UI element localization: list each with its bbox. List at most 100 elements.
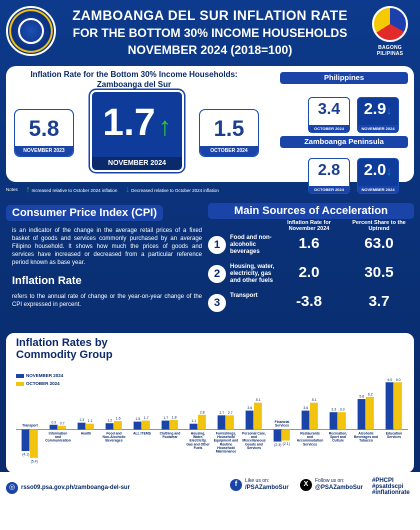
main-sources-section: Main Sources of Acceleration Inflation R… xyxy=(208,203,414,312)
bar-nov xyxy=(77,422,86,430)
headline-label: Inflation Rate for the Bottom 30% Income… xyxy=(30,70,238,89)
hashtag: #PHCPI xyxy=(372,478,394,484)
source-row: 1 Food and non-alcoholic beverages 1.6 6… xyxy=(208,233,414,257)
category-label: Financial Services xyxy=(275,420,290,428)
data-label: 1.1 xyxy=(191,419,196,423)
source-share: 30.5 xyxy=(364,264,394,281)
bar-oct xyxy=(30,429,38,458)
hashtag: #psatdscpi xyxy=(372,484,404,490)
category-label: Education Services xyxy=(386,432,402,440)
category-label: Food and Non-Alcoholic Beverages xyxy=(103,432,126,443)
source-label: Transport xyxy=(230,293,258,299)
category-label: Alcoholic Beverages and Tobacco xyxy=(354,432,378,443)
ir-heading: Inflation Rate xyxy=(12,275,82,287)
source-rank: 1 xyxy=(208,236,226,254)
facebook-handle: /PSAZamboSur xyxy=(245,485,289,491)
data-label: 1.2 xyxy=(107,419,112,423)
footer: ◎ rsso09.psa.gov.ph/zamboanga-del-sur f … xyxy=(0,472,420,530)
bar-oct xyxy=(226,415,234,430)
category-label: Information and Communication xyxy=(45,432,71,443)
bar-nov xyxy=(329,412,338,430)
category-label: Furnishings, Household Equipment and Routin… xyxy=(214,432,239,454)
chart-title: Inflation Rates by Commodity Group xyxy=(16,337,113,361)
bar-nov xyxy=(161,420,170,430)
data-label: 3.6 xyxy=(247,406,252,410)
oct2024-box: 1.5 OCTOBER 2024 xyxy=(199,109,259,157)
website-text: rsso09.psa.gov.ph/zamboanga-del-sur xyxy=(21,485,130,491)
data-label: 0.9 xyxy=(51,420,56,424)
page-subtitle: FOR THE BOTTOM 30% INCOME HOUSEHOLDS xyxy=(72,26,348,40)
data-label: 6.2 xyxy=(368,392,373,396)
bar-oct xyxy=(366,396,374,430)
source-rank: 3 xyxy=(208,294,226,312)
bar-oct xyxy=(198,414,206,430)
facebook-link[interactable]: f Like us on:/PSAZamboSur xyxy=(230,478,289,491)
data-label: 3.6 xyxy=(303,406,308,410)
chart-panel: Inflation Rates by Commodity Group NOVEM… xyxy=(6,333,414,473)
bp-logo-text: BAGONG PILIPINAS xyxy=(376,45,404,57)
bar-oct xyxy=(142,420,150,430)
oct2024-value: 1.5 xyxy=(213,116,245,141)
oct2024-caption: OCTOBER 2024 xyxy=(200,146,258,156)
zp-oct-value: 2.8 xyxy=(317,162,341,179)
nov2023-value: 5.8 xyxy=(28,116,60,141)
data-label: 2.7 xyxy=(219,411,224,415)
data-label: 1.6 xyxy=(116,417,121,421)
psa-logo xyxy=(6,6,56,56)
bar-nov xyxy=(133,421,142,430)
ph-oct-value: 3.4 xyxy=(317,101,341,118)
x-label: Follow us on: xyxy=(315,478,345,484)
data-label: 9.0 xyxy=(387,378,392,382)
bar-oct xyxy=(338,412,346,430)
bar-nov xyxy=(105,423,114,430)
data-label: 3.3 xyxy=(331,408,336,412)
page-period: NOVEMBER 2024 (2018=100) xyxy=(127,43,293,57)
source-row: 3 Transport -3.8 3.7 xyxy=(208,291,414,315)
notes-decrease: Decreased relative to October 2024 infla… xyxy=(131,188,219,193)
bar-nov xyxy=(189,423,198,430)
source-share: 63.0 xyxy=(364,235,394,252)
data-label: (5.4) xyxy=(31,459,38,463)
data-label: (4.1) xyxy=(22,453,29,457)
arrow-down-icon: ↓ xyxy=(125,184,130,194)
category-label: Recreation, Sport and Culture xyxy=(329,432,348,443)
bar-oct xyxy=(170,420,178,430)
ph-oct-box: 3.4 OCTOBER 2024 xyxy=(308,97,350,133)
peninsula-label: Zamboanga Peninsula xyxy=(280,136,408,148)
nov2023-box: 5.8 NOVEMBER 2023 xyxy=(14,109,74,157)
x-link[interactable]: X Follow us on: @PSAZamboSur xyxy=(300,478,363,491)
data-label: 2.8 xyxy=(200,410,205,414)
data-label: 3.3 xyxy=(340,408,345,412)
x-handle: @PSAZamboSur xyxy=(315,485,363,491)
data-label: 5.1 xyxy=(312,398,317,402)
data-label: 0.7 xyxy=(60,421,65,425)
ph-nov-value: 2.9 xyxy=(363,101,387,118)
source-share: 3.7 xyxy=(368,293,390,310)
notes-increase: Increased relative to October 2024 infla… xyxy=(31,188,118,193)
data-label: 1.3 xyxy=(79,418,84,422)
facebook-icon: f xyxy=(230,478,242,491)
commodity-chart: (4.1)(5.4) Transport 0.9 0.7 Information and C… xyxy=(16,378,408,463)
ph-oct-caption: OCTOBER 2024 xyxy=(309,125,349,132)
data-label: 9.0 xyxy=(396,378,401,382)
nov2024-caption: NOVEMBER 2024 xyxy=(92,157,182,170)
facebook-label: Like us on: xyxy=(245,478,270,484)
source-rate: 1.6 xyxy=(298,235,320,252)
sources-col-rate: Inflation Rate for November 2024 xyxy=(287,220,331,232)
bar-nov xyxy=(49,424,58,430)
arrow-down-icon: ↓ xyxy=(386,164,393,178)
zp-nov-caption: NOVEMBER 2024 xyxy=(358,186,398,193)
hashtag: #inflationrate xyxy=(372,490,410,496)
nov2024-value: 1.7 xyxy=(102,102,156,144)
bar-oct xyxy=(114,421,122,430)
category-label: ALL ITEMS xyxy=(133,432,152,436)
data-label: 5.8 xyxy=(359,395,364,399)
chart-legend: NOVEMBER 2024 OCTOBER 2024 xyxy=(16,373,63,386)
data-label: 1.8 xyxy=(172,416,177,420)
website-link[interactable]: ◎ rsso09.psa.gov.ph/zamboanga-del-sur xyxy=(6,482,130,494)
hashtags: #PHCPI #psatdscpi #inflationrate xyxy=(372,478,410,496)
data-label: 2.7 xyxy=(228,411,233,415)
sources-heading: Main Sources of Acceleration xyxy=(208,203,414,219)
ph-nov-box: 2.9↓ NOVEMBER 2024 xyxy=(357,97,399,133)
bar-nov xyxy=(217,415,226,430)
